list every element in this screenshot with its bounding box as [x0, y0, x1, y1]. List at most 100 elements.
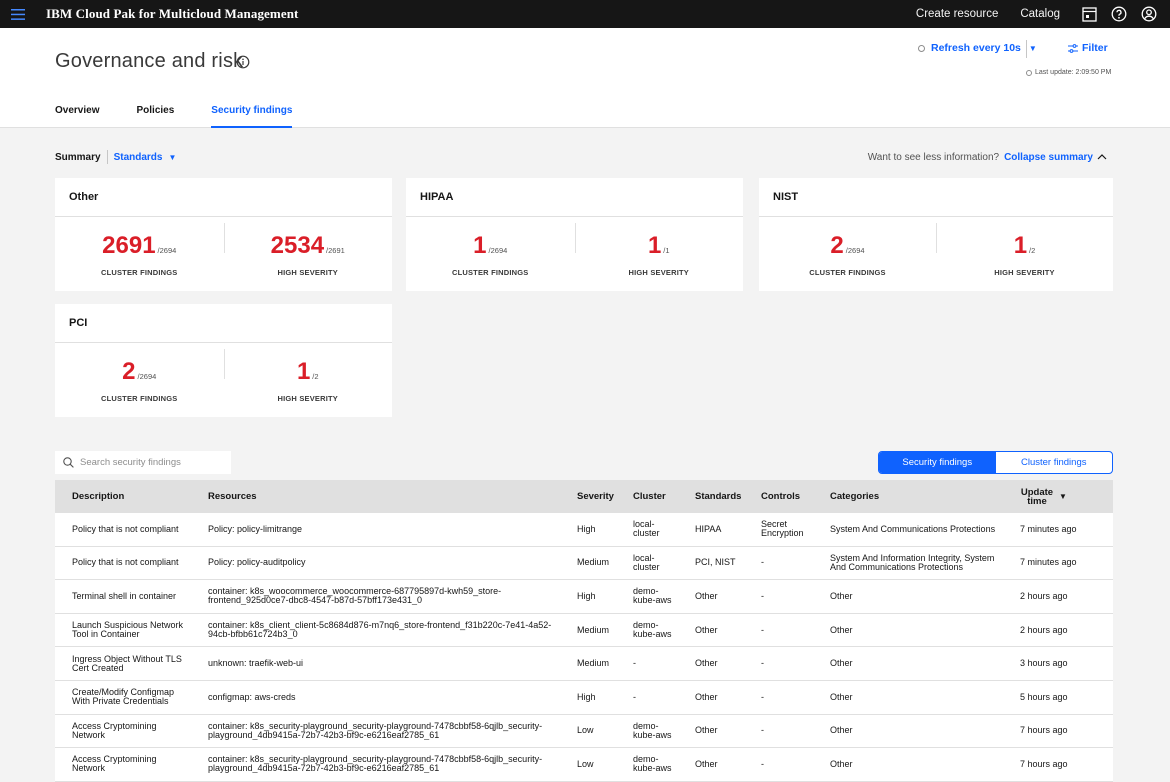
search-input[interactable]: [80, 457, 230, 468]
info-icon[interactable]: [236, 55, 250, 69]
cell-resources: unknown: traefik-web-ui: [208, 659, 304, 669]
collapse-summary-link[interactable]: Collapse summary: [1004, 152, 1093, 163]
cell-update-time: 3 hours ago: [1020, 659, 1068, 669]
last-update: Last update: 2:09:50 PM: [1026, 69, 1111, 76]
metric-label: HIGH SEVERITY: [628, 267, 690, 277]
cell-standards: Other: [695, 591, 718, 601]
metric-value: 1: [296, 357, 311, 385]
filter-button[interactable]: Filter: [1068, 42, 1108, 54]
cell-severity: Medium: [577, 659, 610, 669]
cell-description: Launch Suspicious Network Tool in Contai…: [72, 621, 184, 640]
column-header-severity[interactable]: Severity: [577, 491, 614, 502]
cell-standards: Other: [695, 625, 718, 635]
metric-label: HIGH SEVERITY: [277, 393, 339, 403]
user-icon[interactable]: [1134, 0, 1164, 28]
metric-total: /2: [1029, 245, 1036, 255]
column-header-resources[interactable]: Resources: [208, 491, 257, 502]
header-divider: [1026, 40, 1027, 58]
standard-card-other: Other 2691/2694 CLUSTER FINDINGS 2534/26…: [55, 178, 392, 291]
column-header-controls[interactable]: Controls: [761, 491, 801, 502]
high-severity-metric[interactable]: 1/2 HIGH SEVERITY: [223, 343, 393, 417]
cell-severity: Low: [577, 726, 594, 736]
cell-cluster: -: [633, 692, 636, 702]
table-header: Description Resources Severity Cluster S…: [55, 480, 1113, 513]
metric-label: CLUSTER FINDINGS: [809, 267, 886, 277]
cell-controls: -: [761, 659, 764, 669]
cluster-findings-metric[interactable]: 2691/2694 CLUSTER FINDINGS: [55, 217, 224, 291]
cell-categories: Other: [830, 759, 853, 769]
cell-controls: -: [761, 625, 764, 635]
cluster-findings-metric[interactable]: 1/2694 CLUSTER FINDINGS: [406, 217, 575, 291]
column-header-standards[interactable]: Standards: [695, 491, 742, 502]
metric-value: 2: [830, 231, 844, 259]
tab-security-findings[interactable]: Security findings: [211, 105, 293, 128]
update-time-label: Update time: [1020, 486, 1054, 507]
notepad-icon[interactable]: [1074, 0, 1104, 28]
security-findings-table: Description Resources Severity Cluster S…: [55, 480, 1113, 782]
high-severity-metric[interactable]: 1/1 HIGH SEVERITY: [574, 217, 744, 291]
metric-value: 1: [647, 231, 662, 259]
cell-standards: Other: [695, 659, 718, 669]
refresh-interval-dropdown[interactable]: Refresh every 10s ▼: [918, 42, 1037, 54]
summary-label: Summary: [55, 151, 101, 163]
metric-label: HIGH SEVERITY: [277, 267, 339, 277]
top-navigation-bar: IBM Cloud Pak for Multicloud Management …: [0, 0, 1170, 28]
cell-cluster: demo-kube-aws: [633, 721, 672, 740]
create-resource-link[interactable]: Create resource: [915, 8, 999, 20]
last-update-text: Last update: 2:09:50 PM: [1035, 69, 1112, 76]
menu-icon[interactable]: [0, 0, 36, 28]
cell-categories: Other: [830, 692, 853, 702]
cell-description: Policy that is not compliant: [72, 558, 179, 568]
cell-severity: Medium: [577, 558, 610, 568]
column-header-update-time[interactable]: Update time ▼: [1003, 486, 1113, 507]
cell-standards: Other: [695, 759, 718, 769]
sort-caret-icon: ▼: [1059, 492, 1067, 501]
tab-overview[interactable]: Overview: [55, 105, 100, 116]
table-row[interactable]: Policy that is not compliant Policy: pol…: [55, 546, 1113, 581]
cell-controls: -: [761, 558, 764, 568]
standards-dropdown[interactable]: Standards ▼: [114, 152, 177, 163]
high-severity-metric[interactable]: 1/2 HIGH SEVERITY: [936, 217, 1113, 291]
cell-resources: configmap: aws-creds: [208, 692, 296, 702]
security-findings-toggle[interactable]: Security findings: [879, 452, 996, 473]
cluster-findings-metric[interactable]: 2/2694 CLUSTER FINDINGS: [759, 217, 936, 291]
cell-resources: container: k8s_security-playground_secur…: [208, 755, 543, 774]
cell-standards: Other: [695, 692, 718, 702]
card-title: Other: [55, 178, 392, 217]
table-row[interactable]: Ingress Object Without TLS Cert Created …: [55, 647, 1113, 681]
cell-description: Policy that is not compliant: [72, 524, 179, 534]
cell-description: Ingress Object Without TLS Cert Created: [72, 654, 182, 673]
chevron-up-icon[interactable]: [1097, 152, 1107, 163]
search-icon: [63, 457, 74, 468]
cell-categories: Other: [830, 625, 853, 635]
tab-policies[interactable]: Policies: [136, 105, 175, 116]
table-row[interactable]: Create/Modify Configmap With Private Cre…: [55, 680, 1113, 715]
table-row[interactable]: Policy that is not compliant Policy: pol…: [55, 513, 1113, 547]
cell-standards: Other: [695, 726, 718, 736]
high-severity-metric[interactable]: 2534/2691 HIGH SEVERITY: [223, 217, 393, 291]
table-row[interactable]: Access Cryptomining Network container: k…: [55, 714, 1113, 749]
catalog-link[interactable]: Catalog: [1020, 8, 1060, 20]
column-header-categories[interactable]: Categories: [830, 491, 880, 502]
table-row[interactable]: Access Cryptomining Network container: k…: [55, 748, 1113, 782]
help-icon[interactable]: [1104, 0, 1134, 28]
cell-description: Access Cryptomining Network: [72, 721, 157, 740]
cell-update-time: 2 hours ago: [1020, 625, 1068, 635]
column-header-description[interactable]: Description: [72, 491, 125, 502]
metric-value: 2: [122, 357, 136, 385]
column-header-cluster[interactable]: Cluster: [633, 491, 666, 502]
collapse-summary: Want to see less information? Collapse s…: [868, 152, 1107, 163]
cell-cluster: demo-kube-aws: [633, 755, 672, 774]
page-title: Governance and risk: [55, 50, 244, 72]
metric-label: CLUSTER FINDINGS: [100, 393, 178, 403]
cluster-findings-toggle[interactable]: Cluster findings: [1021, 457, 1087, 468]
metric-total: /1: [663, 245, 670, 255]
metric-total: /2694: [157, 245, 177, 255]
table-row[interactable]: Terminal shell in container container: k…: [55, 580, 1113, 614]
cell-categories: System And Information Integrity, System…: [830, 553, 995, 572]
table-row[interactable]: Launch Suspicious Network Tool in Contai…: [55, 613, 1113, 648]
cell-controls: Secret Encryption: [761, 520, 804, 539]
cluster-findings-metric[interactable]: 2/2694 CLUSTER FINDINGS: [55, 343, 224, 417]
cell-categories: Other: [830, 659, 853, 669]
cell-cluster: demo-kube-aws: [633, 621, 672, 640]
